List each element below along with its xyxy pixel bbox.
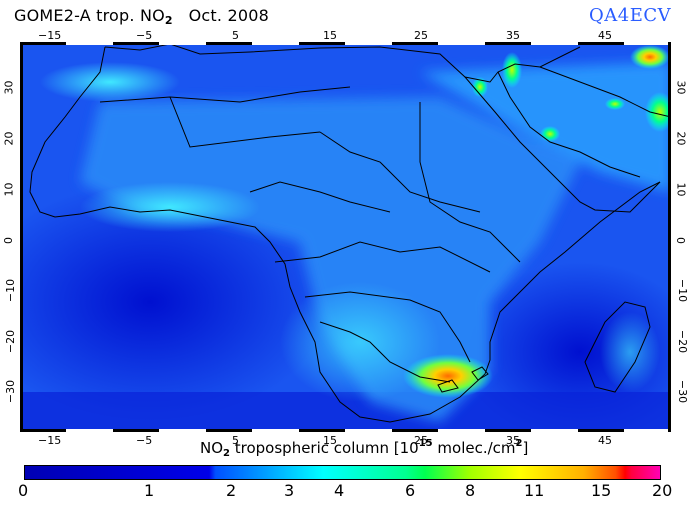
colorbar-tick: 2 xyxy=(226,481,237,500)
colorbar-tick: 1 xyxy=(144,481,155,500)
y-tick-right: 10 xyxy=(674,182,688,197)
label-text: NO xyxy=(200,439,224,457)
y-tick-right: −30 xyxy=(676,379,690,404)
colorbar-tick: 6 xyxy=(405,481,416,500)
y-tick-left: −10 xyxy=(4,278,18,303)
label-text: molec./cm xyxy=(432,439,516,457)
x-tick-top: −15 xyxy=(38,29,62,42)
label-text: tropospheric column [10 xyxy=(230,439,419,457)
y-tick-left: 0 xyxy=(2,237,15,244)
title-text: GOME2-A trop. NO xyxy=(14,6,165,25)
x-tick-bottom: 25 xyxy=(414,434,428,447)
x-tick-bottom: −15 xyxy=(38,434,62,447)
colorbar-tick: 4 xyxy=(334,481,345,500)
label-text: ] xyxy=(522,439,529,457)
map-frame xyxy=(20,42,671,432)
colorbar-tick: 0 xyxy=(18,481,29,500)
x-tick-bottom: −5 xyxy=(136,434,153,447)
brand-label: QA4ECV xyxy=(589,5,672,26)
x-tick-top: −5 xyxy=(136,29,153,42)
y-tick-left: 10 xyxy=(2,182,16,197)
y-tick-right: 30 xyxy=(674,80,688,95)
x-tick-top: 45 xyxy=(598,29,612,42)
x-tick-top: 25 xyxy=(414,29,428,42)
y-tick-right: −20 xyxy=(676,329,690,354)
map-title: GOME2-A trop. NO2 Oct. 2008 xyxy=(14,6,269,27)
y-tick-left: −20 xyxy=(4,329,18,354)
x-tick-top: 15 xyxy=(323,29,337,42)
label-superscript: 2 xyxy=(515,438,523,449)
x-tick-top: 5 xyxy=(232,29,239,42)
colorbar xyxy=(24,465,661,480)
label-superscript: 15 xyxy=(418,438,433,449)
x-tick-bottom: 35 xyxy=(506,434,520,447)
y-tick-right: 20 xyxy=(674,131,688,146)
colorbar-tick: 15 xyxy=(591,481,612,500)
y-tick-left: 20 xyxy=(2,131,16,146)
x-tick-top: 35 xyxy=(506,29,520,42)
label-subscript: 2 xyxy=(223,448,230,459)
y-tick-right: −10 xyxy=(676,278,690,303)
y-tick-right: 0 xyxy=(674,237,687,244)
x-tick-bottom: 45 xyxy=(598,434,612,447)
colorbar-tick: 11 xyxy=(524,481,545,500)
y-tick-left: −30 xyxy=(4,379,18,404)
title-subscript: 2 xyxy=(164,14,173,27)
colorbar-label: NO2 tropospheric column [1015 molec./cm2… xyxy=(200,438,528,459)
title-date: Oct. 2008 xyxy=(188,6,269,25)
colorbar-tick: 20 xyxy=(652,481,673,500)
colorbar-tick: 3 xyxy=(284,481,295,500)
x-tick-bottom: 5 xyxy=(232,434,239,447)
colorbar-tick: 8 xyxy=(465,481,476,500)
x-tick-bottom: 15 xyxy=(323,434,337,447)
y-tick-left: 30 xyxy=(2,80,16,95)
no2-heatmap xyxy=(20,42,671,432)
